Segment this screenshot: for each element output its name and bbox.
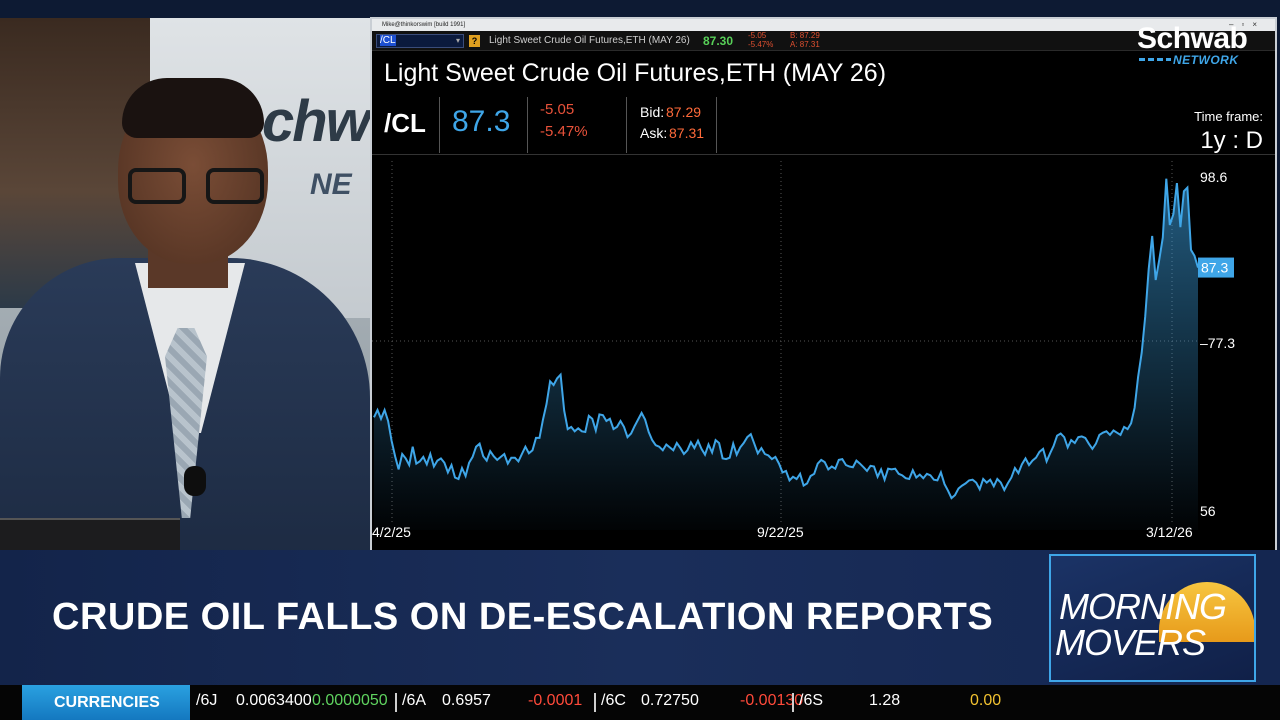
trading-platform-window[interactable]: Mike@thinkorswim [build 1991] –▫× /CL ▾ … — [370, 17, 1277, 550]
x-tick-label: 3/12/26 — [1146, 524, 1193, 540]
ticker-price: 1.28 — [869, 692, 901, 709]
last-price-tag-label: 87.3 — [1201, 260, 1228, 276]
headline: CRUDE OIL FALLS ON DE-ESCALATION REPORTS — [52, 596, 994, 638]
bid-value: 87.29 — [666, 104, 702, 120]
time-frame-label: Time frame: — [1194, 109, 1263, 124]
show-logo-line2: MOVERS — [1055, 622, 1206, 663]
y-tick-label: –77.3 — [1200, 335, 1235, 351]
toolbar-last-price: 87.30 — [703, 34, 734, 48]
toolbar-bid-ask: B: 87.29 A: 87.31 — [790, 31, 820, 49]
quote-last-price: 87.3 — [452, 105, 511, 138]
instrument-title: Light Sweet Crude Oil Futures,ETH (MAY 2… — [384, 59, 887, 87]
presenter-glasses — [128, 168, 264, 208]
ticker-price: 0.6957 — [442, 692, 491, 709]
chevron-down-icon[interactable]: ▾ — [456, 36, 461, 45]
quote-row: /CL 87.3 -5.05 -5.47% Bid: 87.29 Ask: 87… — [372, 91, 1275, 155]
show-logo-line1: MORNING — [1059, 586, 1227, 627]
y-tick-label: 56 — [1200, 503, 1216, 519]
last-price-tag-bg — [1198, 257, 1234, 278]
network-logo: Schwab NETWORK — [1137, 22, 1277, 68]
ticker-separator — [395, 693, 397, 712]
ticker-separator — [594, 693, 596, 712]
presenter-hair — [122, 78, 264, 138]
ticker-symbol: /6S — [799, 692, 824, 709]
ticker-separator — [792, 693, 794, 712]
ticker-symbol: /6A — [402, 692, 427, 709]
ticker-price: 0.0063400 — [236, 692, 312, 709]
x-tick-label: 9/22/25 — [757, 524, 804, 540]
studio-wall-logo-sub: NE — [310, 168, 352, 201]
y-axis: 98.6 –77.3 56 — [1200, 169, 1235, 519]
window-titlebar[interactable]: Mike@thinkorswim [build 1991] –▫× — [372, 19, 1275, 31]
ticker-symbol: /6J — [196, 692, 218, 709]
ticker-symbol: /6C — [601, 692, 626, 709]
price-chart[interactable]: 98.6 –77.3 56 4/2/25 9/22/25 3/12/26 87.3 — [372, 157, 1275, 550]
network-logo-dashes — [1139, 58, 1171, 61]
presenter-video: chw NE — [0, 18, 370, 550]
window-controls[interactable]: –▫× — [1229, 20, 1265, 29]
show-logo: MORNING MOVERS — [1049, 554, 1256, 682]
ticker-change: -0.00130 — [740, 692, 804, 709]
divider — [527, 97, 528, 153]
time-frame-selector[interactable]: 1y : D — [1200, 127, 1263, 154]
symbol-input[interactable]: /CL — [376, 34, 464, 48]
ticker-price: 0.72750 — [641, 692, 699, 709]
ticker-category: CURRENCIES — [22, 685, 190, 720]
price-line — [373, 178, 1199, 500]
market-ticker: CURRENCIES /6J 0.0063400 0.0000050/6A 0.695… — [0, 685, 1280, 720]
network-logo-sub: NETWORK — [1173, 53, 1239, 67]
divider — [626, 97, 627, 153]
quote-net-change: -5.05 — [540, 101, 575, 118]
toolbar-description: Light Sweet Crude Oil Futures,ETH (MAY 2… — [489, 35, 690, 46]
quote-percent-change: -5.47% — [540, 123, 588, 140]
window-title: Mike@thinkorswim [build 1991] — [382, 22, 466, 28]
network-logo-name: Schwab — [1137, 22, 1248, 55]
bid-label: Bid: — [640, 104, 665, 120]
y-tick-label: 98.6 — [1200, 169, 1227, 185]
x-tick-label: 4/2/25 — [372, 524, 411, 540]
symbol-toolbar: /CL ▾ ? Light Sweet Crude Oil Futures,ET… — [372, 31, 1275, 51]
price-area — [374, 178, 1198, 530]
divider — [716, 97, 717, 153]
studio-wall-logo: chw — [262, 89, 370, 154]
ask-label: Ask: — [640, 125, 668, 141]
lapel-mic-icon — [184, 466, 206, 496]
ticker-change: -0.0001 — [528, 692, 583, 709]
studio-desk — [0, 518, 180, 550]
divider — [439, 97, 440, 153]
x-axis: 4/2/25 9/22/25 3/12/26 — [372, 524, 1193, 540]
toolbar-change: -5.05 -5.47% — [748, 31, 774, 49]
lower-third: CRUDE OIL FALLS ON DE-ESCALATION REPORTS… — [0, 550, 1280, 685]
last-price-tag: 87.3 — [1198, 257, 1234, 278]
ticker-change: 0.0000050 — [312, 692, 388, 709]
ticker-change: 0.00 — [970, 692, 1002, 709]
question-icon[interactable]: ? — [469, 35, 480, 47]
instrument-header: Light Sweet Crude Oil Futures,ETH (MAY 2… — [372, 51, 1275, 91]
quote-symbol: /CL — [384, 108, 426, 138]
ask-value: 87.31 — [669, 125, 705, 141]
